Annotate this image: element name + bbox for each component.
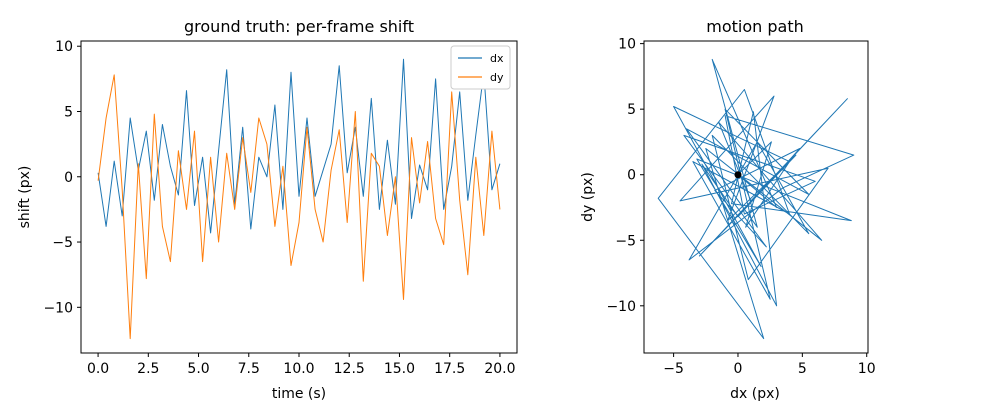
time-series-lines xyxy=(97,58,501,340)
time-series-x-tick-label: 5.0 xyxy=(187,361,209,377)
time-series-axes-ticks: 0.0 2.5 5.0 7.5 10.0 12.5 15.0 17.5 20.0 10 5 0 −5 −1… xyxy=(43,39,515,377)
motion-path-y-tick-label: −10 xyxy=(606,299,636,315)
time-series-series-line-dy xyxy=(97,74,501,340)
time-series-x-axis-label: time (s) xyxy=(272,386,326,402)
motion-path-panel: motion path dx (px) dy (px) −5 0 5 101050−5… xyxy=(580,17,876,402)
time-series-x-tick-label: 2.5 xyxy=(137,361,159,377)
time-series-y-axis-label: shift (px) xyxy=(17,166,33,229)
motion-path-y-tick-label: −5 xyxy=(615,233,636,249)
time-series-y-tick-label: 0 xyxy=(64,170,73,186)
motion-path-x-axis-label: dx (px) xyxy=(730,386,780,402)
motion-path-y-axis-label: dy (px) xyxy=(580,172,596,222)
time-series-y-tick-label: −10 xyxy=(43,300,73,316)
time-series-x-tick-label: 10.0 xyxy=(283,361,314,377)
time-series-x-tick-label: 12.5 xyxy=(334,361,365,377)
motion-path-y-tick-label: 0 xyxy=(627,168,636,184)
time-series-plot-frame xyxy=(80,40,518,354)
legend-label-dy: dy xyxy=(490,71,504,84)
motion-path-plot-frame xyxy=(643,40,869,354)
time-series-y-tick-label: −5 xyxy=(52,235,73,251)
time-series-x-tick-label: 7.5 xyxy=(238,361,260,377)
time-series-title: ground truth: per-frame shift xyxy=(184,17,414,36)
time-series-x-tick-label: 17.5 xyxy=(434,361,465,377)
motion-path-x-tick-label: −5 xyxy=(663,361,684,377)
time-series-series-line-dx xyxy=(97,58,501,234)
time-series-panel: ground truth: per-frame shift time (s) s… xyxy=(17,17,518,402)
time-series-y-tick-label: 10 xyxy=(55,39,73,55)
time-series-y-tick-label: 5 xyxy=(64,104,73,120)
motion-path-y-tick-label: 10 xyxy=(618,37,636,53)
motion-path-x-tick-label: 5 xyxy=(798,361,807,377)
time-series-x-tick-label: 20.0 xyxy=(484,361,515,377)
motion-path-x-tick-label: 0 xyxy=(734,361,743,377)
time-series-x-tick-label: 15.0 xyxy=(384,361,415,377)
motion-path-start-marker xyxy=(734,171,742,179)
motion-path-axes-ticks: −5 0 5 10 10 5 0 −5 −10 xyxy=(606,37,875,377)
time-series-x-tick-label: 0.0 xyxy=(87,361,109,377)
legend-box xyxy=(450,45,511,90)
motion-path-x-tick-label: 10 xyxy=(858,361,876,377)
time-series-legend: dx dy xyxy=(450,45,511,90)
legend-label-dx: dx xyxy=(490,52,504,65)
motion-path-title: motion path xyxy=(706,17,803,36)
motion-path-y-tick-label: 5 xyxy=(627,102,636,118)
